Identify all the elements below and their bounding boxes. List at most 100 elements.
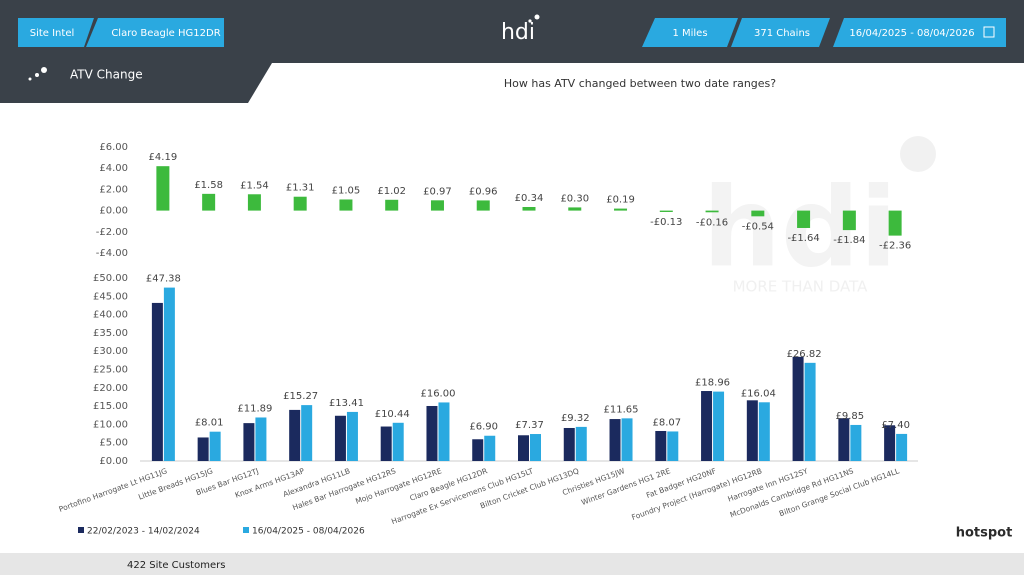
bar	[156, 166, 170, 211]
data-label: £13.41	[329, 398, 364, 409]
site-intel-label: Site Intel	[30, 28, 75, 39]
y-tick-label: -£2.00	[96, 227, 128, 238]
date-label: 16/04/2025 - 08/04/2026	[849, 28, 974, 39]
bar	[850, 424, 862, 461]
bar	[472, 439, 484, 461]
bar	[758, 402, 770, 461]
data-label: £1.54	[240, 180, 269, 191]
bar	[247, 194, 261, 211]
watermark-tagline: MORE THAN DATA	[733, 278, 868, 296]
data-label: £15.27	[283, 391, 318, 402]
data-label: -£1.84	[833, 235, 865, 246]
y-tick-label: -£4.00	[96, 248, 128, 259]
radius-label: 1 Miles	[672, 28, 707, 39]
data-label: -£2.36	[879, 241, 911, 252]
y-tick-label: £10.00	[93, 419, 128, 430]
bar	[888, 210, 902, 236]
bar	[713, 391, 725, 461]
data-label: £0.96	[469, 186, 498, 197]
bar	[339, 199, 353, 211]
y-tick-label: £25.00	[93, 365, 128, 376]
y-tick-label: £0.00	[99, 456, 128, 467]
data-label: £11.65	[604, 404, 639, 415]
logo: hdi	[501, 20, 535, 45]
bar	[575, 426, 587, 461]
panel-tab	[0, 63, 272, 103]
bar	[792, 356, 804, 461]
data-label: £9.85	[836, 411, 865, 422]
legend-label: 22/02/2023 - 14/02/2024	[87, 527, 200, 537]
bar	[614, 208, 628, 211]
bar	[209, 431, 221, 461]
data-label: £10.44	[375, 409, 410, 420]
bar	[568, 207, 582, 211]
footer-bar	[0, 553, 1024, 575]
bar	[380, 426, 392, 461]
bar	[797, 210, 811, 228]
chains-button[interactable]	[731, 18, 830, 47]
data-label: £47.38	[146, 274, 181, 285]
bar	[484, 435, 496, 461]
data-label: £6.90	[469, 422, 498, 433]
data-label: £8.07	[652, 417, 681, 428]
legend-swatch	[78, 527, 84, 533]
radius-button[interactable]	[642, 18, 738, 47]
data-label: £18.96	[695, 378, 730, 389]
legend-label: 16/04/2025 - 08/04/2026	[252, 527, 365, 537]
bar	[563, 427, 575, 461]
bar	[293, 196, 307, 211]
legend-swatch	[243, 527, 249, 533]
bar	[426, 405, 438, 461]
y-tick-label: £20.00	[93, 383, 128, 394]
logo-dot	[534, 14, 540, 20]
data-label: £16.04	[741, 388, 776, 399]
y-tick-label: £35.00	[93, 328, 128, 339]
data-label: £26.82	[787, 349, 822, 360]
bar	[522, 206, 536, 211]
bar	[163, 287, 175, 461]
bar	[430, 200, 444, 211]
site-button[interactable]	[86, 18, 224, 47]
y-tick-label: £4.00	[99, 163, 128, 174]
panel-icon	[35, 73, 39, 77]
watermark-dot	[900, 136, 936, 172]
panel-icon	[28, 77, 32, 81]
bar	[289, 409, 301, 461]
chains-label: 371 Chains	[754, 28, 810, 39]
date-button[interactable]	[833, 18, 1006, 47]
calendar-icon	[983, 26, 995, 38]
bar	[609, 419, 621, 461]
data-label: £16.00	[420, 388, 455, 399]
bar	[655, 430, 667, 461]
site-intel-button[interactable]	[18, 18, 94, 47]
bar	[151, 302, 163, 461]
y-tick-label: £40.00	[93, 310, 128, 321]
bar	[385, 199, 399, 211]
panel-icon	[41, 67, 47, 73]
bar	[301, 405, 313, 461]
data-label: -£0.54	[742, 221, 774, 232]
data-label: -£1.64	[787, 233, 819, 244]
data-label: £4.19	[149, 152, 178, 163]
logo-dot	[528, 19, 532, 23]
bar	[659, 210, 673, 212]
y-tick-label: £6.00	[99, 142, 128, 153]
data-label: £8.01	[195, 418, 224, 429]
y-tick-label: £0.00	[99, 206, 128, 217]
data-label: £0.34	[515, 193, 544, 204]
site-label: Claro Beagle HG12DR	[111, 28, 220, 39]
bar	[667, 431, 679, 461]
bar	[255, 417, 267, 461]
bar	[346, 411, 358, 461]
bar	[392, 422, 404, 461]
bar	[438, 402, 450, 461]
data-label: £1.05	[332, 185, 361, 196]
y-tick-label: £50.00	[93, 273, 128, 284]
data-label: -£0.13	[650, 217, 682, 228]
bar	[202, 193, 216, 211]
data-label: £0.97	[423, 186, 452, 197]
bar	[476, 200, 490, 211]
bar	[842, 210, 856, 231]
panel-title: ATV Change	[70, 68, 143, 82]
